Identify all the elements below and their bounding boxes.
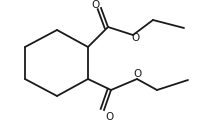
Text: O: O [92,0,100,10]
Text: O: O [131,33,139,43]
Text: O: O [105,112,113,122]
Text: O: O [134,69,142,79]
